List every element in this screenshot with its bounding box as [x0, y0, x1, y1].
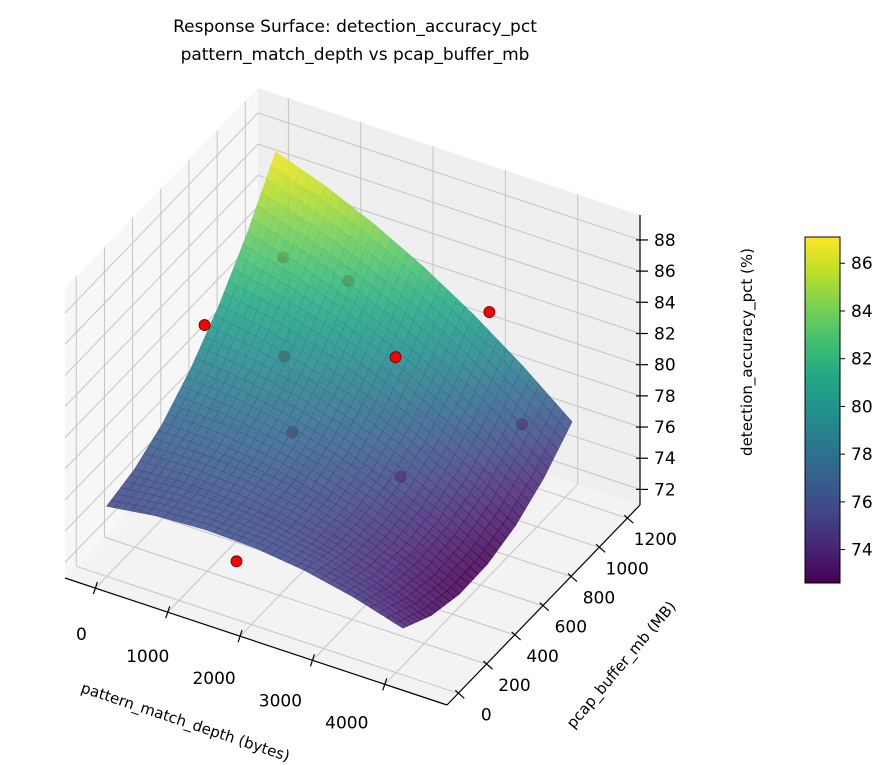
colorbar-tick-label: 84: [851, 302, 873, 322]
x-tick-label: 3000: [259, 691, 302, 711]
colorbar-tick-label: 74: [851, 541, 873, 561]
x-tick-label: 4000: [325, 713, 368, 733]
y-tick: [511, 631, 522, 641]
y-tick-label: 200: [498, 676, 530, 696]
x-tick-label: 0: [76, 625, 87, 645]
colorbar-gradient: [804, 236, 841, 584]
y-tick-label: 1200: [634, 530, 677, 550]
z-gridline-left: [64, 112, 259, 314]
z-gridline-back: [257, 143, 641, 272]
y-tick: [454, 689, 465, 699]
y-tick-label: 1000: [606, 559, 649, 579]
left-wall-pane: [65, 88, 258, 578]
y-tick-label: 0: [481, 705, 492, 725]
y-gridline-floor: [104, 536, 487, 665]
y-tick-label: 800: [583, 589, 615, 609]
z-tick-label: 88: [654, 231, 676, 251]
z-tick-label: 86: [654, 262, 676, 282]
data-point: [389, 351, 402, 364]
axis-lines: 0 1000 2000 3000 4000 0 200 400 600 800 1000 1200 72…: [64, 215, 677, 733]
z-gridline-left: [64, 174, 259, 376]
y-tick: [483, 660, 493, 670]
surface-facet: [394, 620, 409, 629]
x-tick: [237, 630, 243, 643]
colorbar-tick-label: 82: [851, 350, 873, 370]
data-point: [230, 555, 243, 568]
y-tick-label: 600: [555, 618, 587, 638]
z-gridline-back: [257, 112, 641, 241]
colorbar-tick-label: 78: [851, 445, 873, 465]
colorbar-tick-label: 76: [851, 493, 873, 513]
x-axis-line: [64, 577, 448, 706]
z-tick-label: 76: [654, 418, 676, 438]
colorbar-tick-label: 80: [851, 397, 873, 417]
y-tick: [595, 543, 606, 553]
colorbar: 74 76 78 80 82 84 86: [804, 236, 873, 584]
x-tick: [382, 678, 388, 691]
x-tick: [165, 605, 171, 619]
x-tick: [309, 654, 316, 667]
y-tick: [539, 602, 550, 612]
z-tick-label: 84: [654, 293, 676, 313]
y-tick: [567, 573, 578, 582]
x-tick-label: 1000: [126, 647, 169, 667]
y-axis-line: [446, 504, 641, 706]
y-tick: [623, 514, 634, 524]
colorbar-tick-label: 86: [851, 254, 873, 274]
visible-points: [198, 306, 496, 364]
z-tick-label: 78: [654, 387, 676, 407]
x-tick-label: 2000: [192, 669, 235, 689]
z-tick-label: 82: [654, 324, 676, 344]
z-gridline-left: [64, 237, 259, 439]
y-gridline-floor: [76, 565, 459, 694]
data-point: [483, 306, 496, 318]
y-tick-label: 400: [526, 647, 558, 667]
z-tick-label: 80: [654, 356, 676, 376]
z-gridline-left: [64, 206, 259, 407]
z-tick-label: 74: [654, 449, 676, 469]
x-tick: [92, 581, 98, 595]
z-axis-label: detection_accuracy_pct (%): [738, 248, 757, 456]
chart-title: Response Surface: detection_accuracy_pct: [173, 17, 537, 37]
z-gridline-left: [64, 143, 259, 345]
x-gridline-floor: [384, 483, 579, 685]
response-surface: [106, 151, 573, 629]
chart-subtitle: pattern_match_depth vs pcap_buffer_mb: [181, 45, 530, 65]
data-point: [198, 319, 211, 331]
z-tick-label: 72: [654, 480, 676, 500]
